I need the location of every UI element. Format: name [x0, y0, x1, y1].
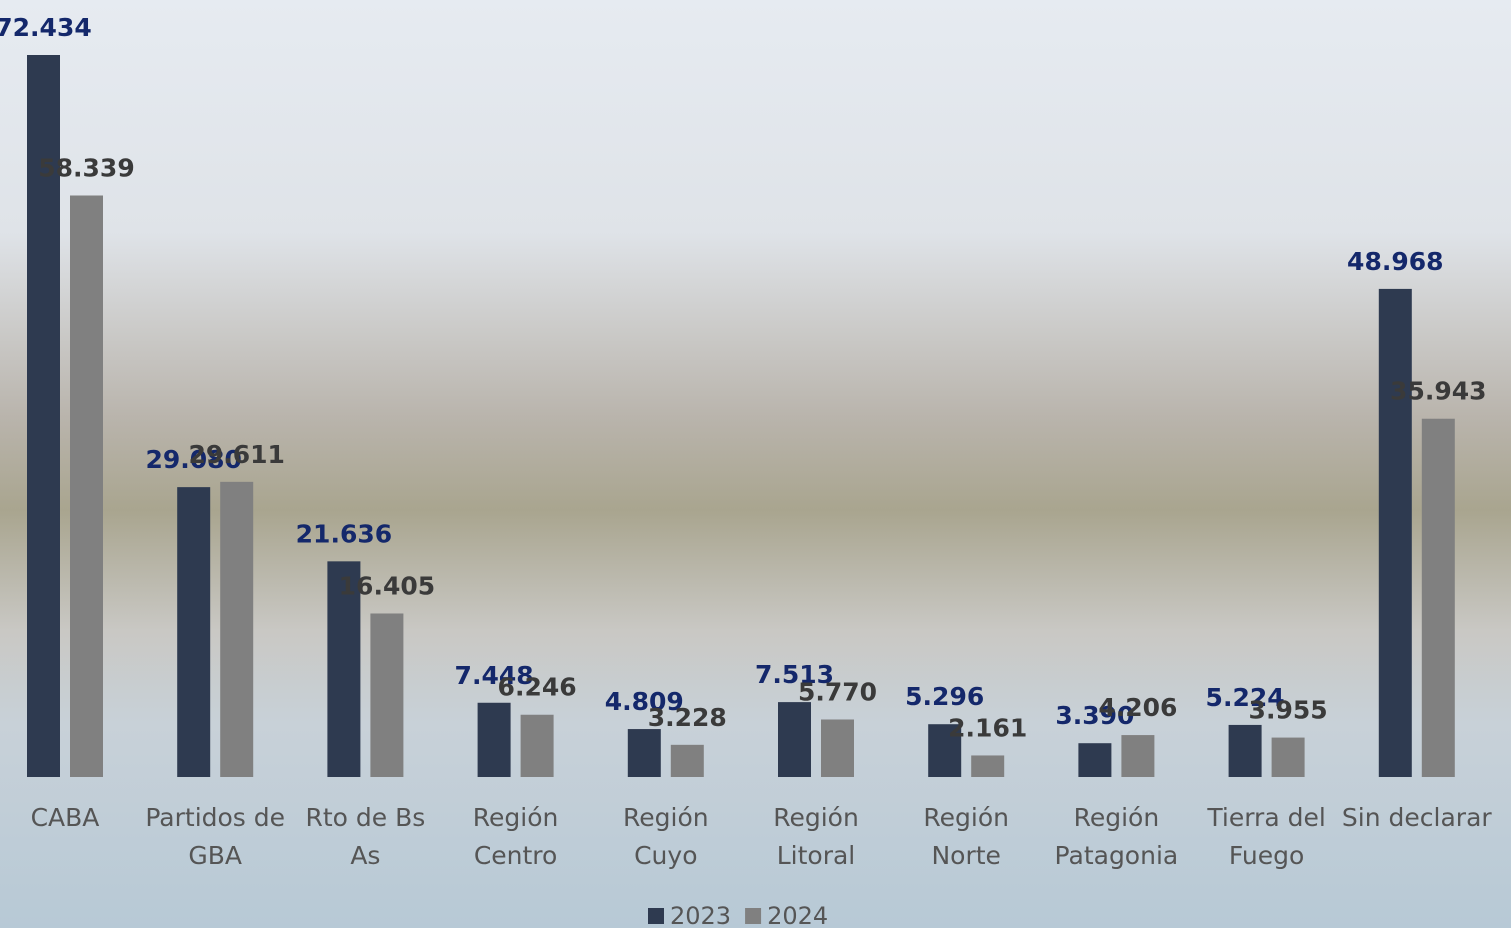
x-tick-label: Tierra del Fuego: [1207, 803, 1326, 870]
bar: [1378, 288, 1412, 777]
value-label: 3.228: [648, 703, 727, 732]
value-label: 21.636: [296, 519, 392, 548]
x-tick-label: CABA: [30, 803, 100, 832]
bar: [1271, 737, 1305, 777]
value-label: 4.206: [1098, 693, 1177, 722]
value-label: 7.513: [755, 660, 834, 689]
bar: [27, 55, 60, 777]
value-label: 3.955: [1249, 696, 1328, 725]
value-label: 4.809: [605, 687, 684, 716]
bar: [627, 729, 661, 777]
bar: [177, 487, 211, 777]
value-label: 2.161: [948, 713, 1027, 742]
legend-swatch: [648, 908, 664, 924]
legend-label: 2024: [767, 902, 828, 928]
value-label: 58.339: [38, 153, 134, 182]
bar: [971, 755, 1005, 777]
value-label: 5.770: [798, 677, 877, 706]
value-label: 5.296: [905, 682, 984, 711]
bar: [1421, 418, 1455, 777]
value-label: 29.080: [145, 445, 241, 474]
x-tick-label: Sin declarar: [1341, 803, 1492, 832]
value-label: 5.224: [1206, 683, 1285, 712]
bar: [327, 561, 361, 777]
bar: [370, 613, 404, 777]
value-label: 29.611: [188, 440, 284, 469]
x-tick-label: Rto de Bs As: [305, 803, 426, 870]
value-label: 35.943: [1390, 377, 1486, 406]
bar: [778, 702, 811, 777]
bar: [520, 714, 554, 777]
value-label: 7.448: [455, 661, 534, 690]
value-label: 6.246: [498, 673, 577, 702]
x-tick-label: Región Norte: [923, 803, 1009, 870]
value-label: 72.434: [0, 13, 92, 42]
bar: [1228, 724, 1262, 777]
bar: [70, 195, 103, 778]
x-tick-label: Región Litoral: [773, 803, 859, 870]
value-label: 48.968: [1347, 247, 1443, 276]
bar: [1078, 743, 1112, 777]
bar: [670, 744, 704, 777]
legend-label: 2023: [670, 902, 731, 928]
legend-swatch: [745, 908, 762, 924]
x-tick-label: Región Patagonia: [1054, 803, 1179, 870]
bar: [928, 724, 962, 777]
bar: [1121, 735, 1155, 777]
value-label: 16.405: [339, 571, 435, 600]
x-tick-label: Partidos de GBA: [145, 803, 286, 870]
x-tick-label: Región Centro: [472, 803, 559, 870]
bar: [220, 481, 254, 777]
value-label: 3.390: [1055, 701, 1134, 730]
x-tick-label: Región Cuyo: [623, 803, 709, 870]
bar: [477, 702, 511, 777]
bar: [821, 719, 854, 777]
